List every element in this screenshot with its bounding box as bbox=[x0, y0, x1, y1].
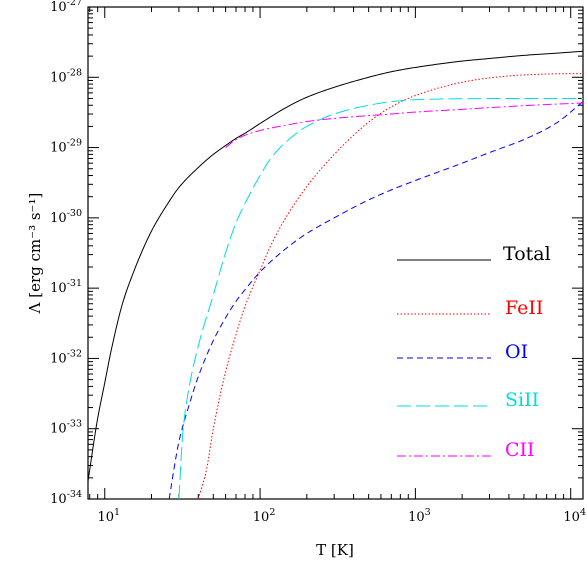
x-tick-label: 101 bbox=[97, 507, 120, 525]
y-axis-title: Λ [erg cm⁻³ s⁻¹] bbox=[26, 193, 44, 315]
x-axis-title: T [K] bbox=[316, 541, 354, 559]
data-curves bbox=[87, 50, 584, 500]
y-tick-label: 10-34 bbox=[50, 489, 82, 507]
legend-label-cii: CII bbox=[505, 439, 535, 461]
series-line-cii bbox=[225, 102, 584, 148]
y-tick-label: 10-33 bbox=[50, 419, 82, 437]
series-line-total bbox=[87, 50, 584, 482]
series-line-oi bbox=[168, 101, 584, 500]
y-tick-label: 10-30 bbox=[50, 208, 82, 226]
x-tick-label: 104 bbox=[563, 507, 586, 525]
axis-tick-labels: 101 102 103 104 10-34 10-33 10-32 10-31 10-30 10-… bbox=[50, 0, 586, 525]
y-tick-label: 10-32 bbox=[50, 348, 82, 366]
y-tick-label: 10-28 bbox=[50, 67, 82, 85]
y-tick-label: 10-31 bbox=[50, 278, 82, 296]
y-tick-label: 10-27 bbox=[50, 0, 82, 15]
legend-label-total: Total bbox=[503, 243, 551, 265]
series-line-siii bbox=[178, 97, 583, 500]
axis-ticks bbox=[88, 6, 583, 500]
legend: Total FeII OI SiII CII bbox=[397, 243, 551, 461]
y-tick-label: 10-29 bbox=[50, 138, 82, 156]
legend-label-feii: FeII bbox=[505, 297, 543, 319]
series-line-feii bbox=[197, 73, 584, 500]
x-tick-label: 103 bbox=[408, 507, 431, 525]
legend-label-siii: SiII bbox=[505, 389, 539, 411]
plot-frame bbox=[87, 6, 584, 500]
x-tick-label: 102 bbox=[253, 507, 276, 525]
legend-label-oi: OI bbox=[505, 341, 528, 363]
